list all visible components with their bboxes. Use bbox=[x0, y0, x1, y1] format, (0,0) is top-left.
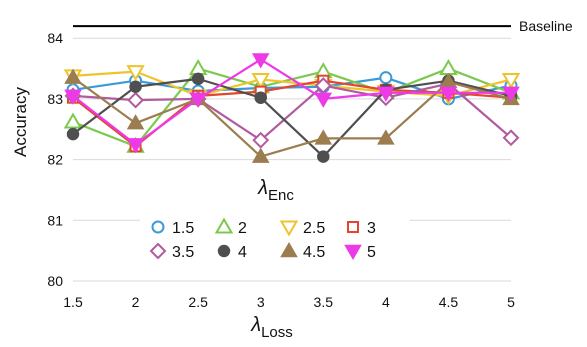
legend-marker-5 bbox=[344, 244, 362, 261]
data-point-4 bbox=[254, 91, 267, 104]
series-line-3.5 bbox=[72, 82, 512, 142]
data-point-2.5 bbox=[126, 65, 145, 82]
x-axis-title-symbol: λ bbox=[250, 314, 261, 336]
legend-item-4.5: 4.5 bbox=[280, 241, 325, 261]
data-point-2.5 bbox=[251, 72, 270, 89]
legend-marker-1.5 bbox=[151, 220, 165, 234]
baseline-label: Baseline bbox=[519, 18, 573, 34]
data-point-4.5 bbox=[377, 129, 395, 145]
x-tick-label: 5 bbox=[507, 294, 515, 310]
data-point-2.5 bbox=[501, 72, 521, 89]
data-point-2 bbox=[63, 112, 83, 129]
x-tick-label: 3.5 bbox=[314, 294, 334, 310]
series-line-4 bbox=[72, 77, 512, 158]
y-tick-label: 83 bbox=[47, 91, 63, 107]
y-tick-label: 84 bbox=[47, 30, 63, 46]
data-point-4.5 bbox=[64, 68, 82, 84]
data-point-4 bbox=[191, 72, 205, 86]
x-tick-label: 2 bbox=[132, 294, 140, 310]
legend-marker-3 bbox=[347, 221, 359, 233]
data-point-4 bbox=[66, 127, 80, 141]
legend-item-1.5: 1.5 bbox=[151, 220, 194, 237]
x-tick-label: 2.5 bbox=[188, 294, 208, 310]
legend-marker-2 bbox=[214, 217, 234, 234]
data-point-3.5 bbox=[314, 77, 332, 94]
legend-item-3: 3 bbox=[347, 220, 376, 237]
data-point-5 bbox=[251, 53, 270, 69]
data-point-5 bbox=[439, 86, 458, 102]
data-point-5 bbox=[502, 86, 520, 102]
legend-label: 3 bbox=[367, 220, 376, 237]
legend-marker-4.5 bbox=[280, 241, 298, 258]
data-point-4 bbox=[129, 80, 142, 94]
legend-item-2: 2 bbox=[214, 217, 247, 237]
legend-label: 4 bbox=[238, 244, 247, 261]
legend-label: 1.5 bbox=[172, 220, 194, 237]
legend-title-symbol: λ bbox=[257, 177, 268, 199]
legend-label: 2 bbox=[238, 220, 247, 237]
data-point-3.5 bbox=[252, 131, 270, 149]
legend-item-2.5: 2.5 bbox=[279, 220, 325, 237]
x-tick-label: 4 bbox=[382, 294, 390, 310]
legend-item-3.5: 3.5 bbox=[149, 242, 194, 261]
x-axis-title-subscript: Loss bbox=[261, 324, 293, 341]
series-line-5 bbox=[72, 58, 511, 146]
series-line-2.5 bbox=[72, 70, 512, 97]
legend-label: 3.5 bbox=[172, 244, 194, 261]
legend: λEnc 1.5 2 2.5 3 3.5 4 4.5 5 bbox=[140, 177, 410, 265]
x-tick-label: 3 bbox=[257, 294, 265, 310]
series-line-4.5 bbox=[72, 76, 512, 158]
legend-marker-4 bbox=[217, 244, 231, 258]
legend-marker-3.5 bbox=[149, 242, 167, 260]
data-point-4.5 bbox=[251, 147, 270, 163]
data-point-1.5 bbox=[379, 71, 393, 85]
y-axis-title: Accuracy bbox=[11, 87, 30, 157]
x-tick-label: 1.5 bbox=[63, 294, 83, 310]
y-tick-label: 81 bbox=[47, 212, 63, 228]
data-point-4 bbox=[317, 150, 330, 163]
data-point-3.5 bbox=[502, 129, 520, 147]
x-axis-title: λLoss bbox=[250, 314, 293, 341]
data-point-2 bbox=[439, 59, 458, 76]
data-point-5 bbox=[314, 92, 333, 108]
series-5 bbox=[64, 53, 520, 154]
data-point-3.5 bbox=[127, 91, 144, 109]
legend-label: 2.5 bbox=[303, 220, 325, 237]
x-tick-labels: 1.5 2 2.5 3 3.5 4 4.5 5 bbox=[63, 294, 515, 310]
legend-title: λEnc bbox=[257, 177, 294, 204]
y-tick-label: 82 bbox=[47, 152, 63, 168]
legend-item-5: 5 bbox=[344, 244, 376, 261]
legend-label: 4.5 bbox=[303, 244, 325, 261]
x-tick-label: 4.5 bbox=[439, 294, 459, 310]
data-point-5 bbox=[189, 92, 207, 108]
data-point-5 bbox=[377, 86, 395, 102]
y-tick-label: 80 bbox=[47, 273, 63, 289]
legend-items: 1.5 2 2.5 3 3.5 4 4.5 5 bbox=[149, 217, 376, 261]
series-lines bbox=[63, 53, 521, 163]
data-point-5 bbox=[64, 89, 82, 105]
legend-item-4: 4 bbox=[217, 244, 247, 261]
data-point-4.5 bbox=[314, 129, 333, 145]
y-tick-labels: 80 81 82 83 84 bbox=[47, 30, 63, 289]
legend-marker-2.5 bbox=[279, 220, 299, 237]
legend-title-subscript: Enc bbox=[268, 187, 294, 204]
data-point-2 bbox=[188, 59, 208, 76]
data-point-4.5 bbox=[126, 114, 145, 130]
data-point-5 bbox=[126, 138, 145, 154]
legend-background bbox=[140, 183, 410, 265]
legend-label: 5 bbox=[367, 244, 376, 261]
baseline: Baseline bbox=[73, 18, 573, 34]
